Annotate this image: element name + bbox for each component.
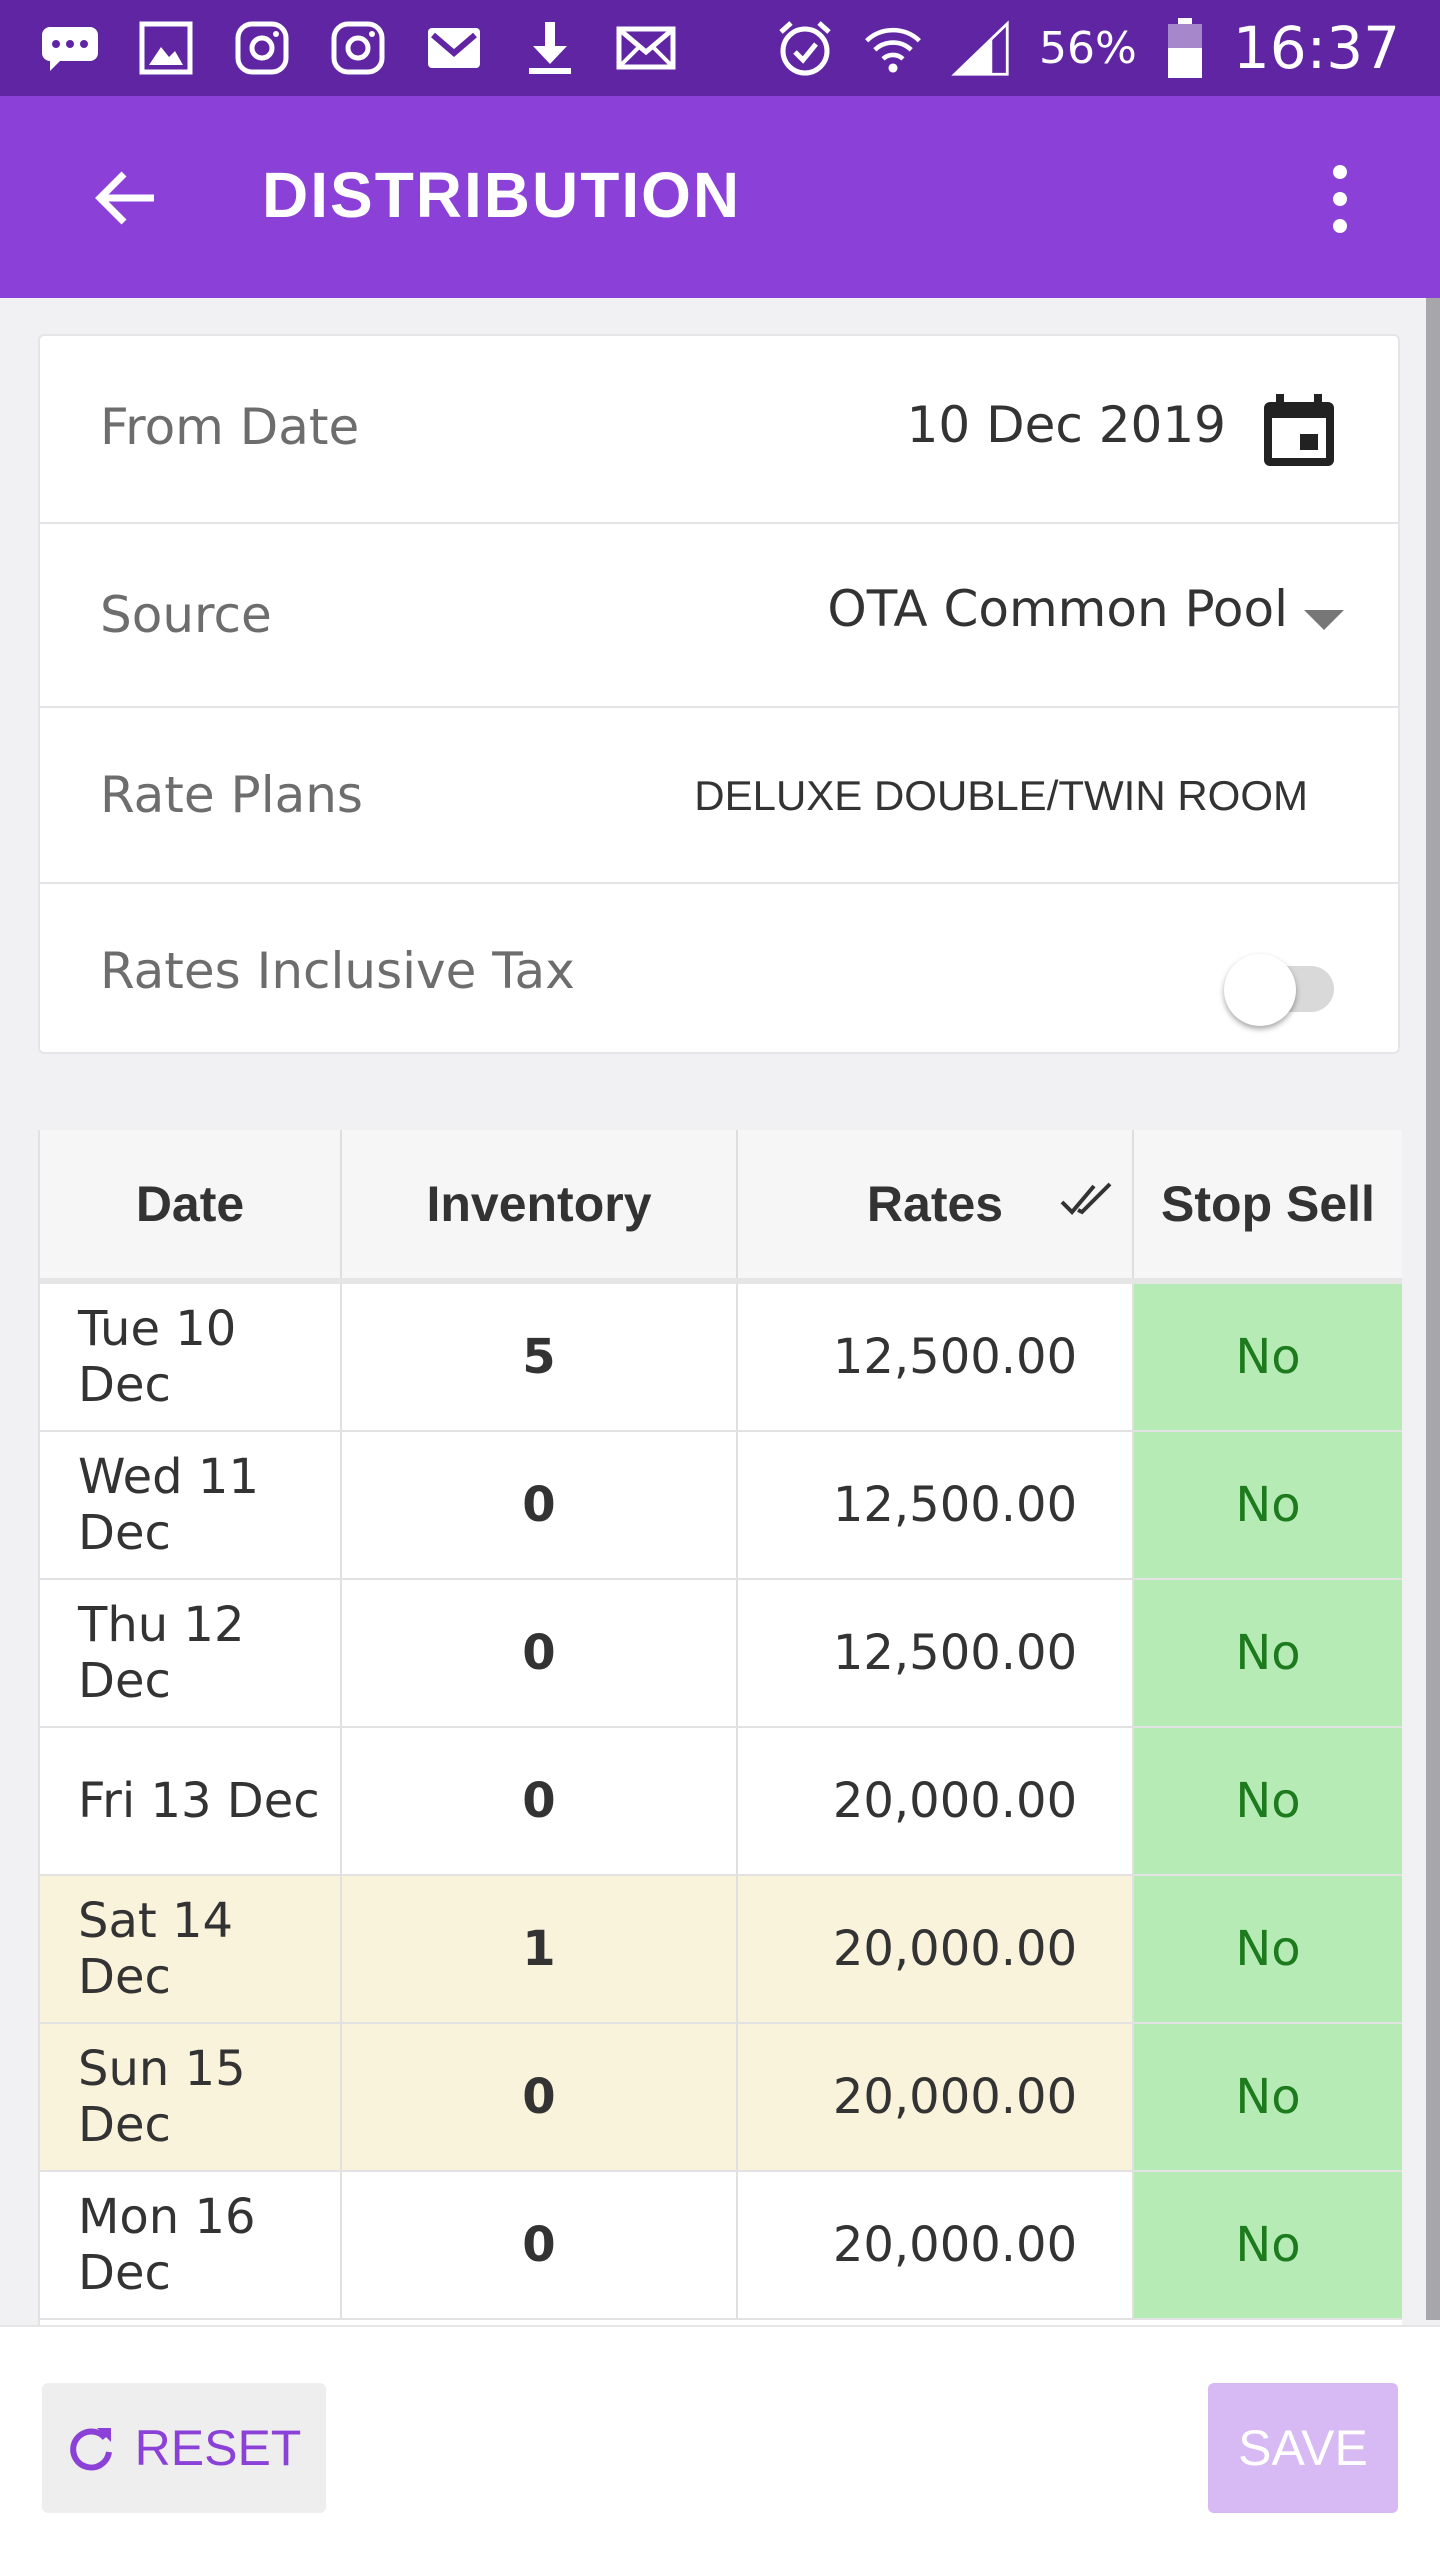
rate-plans-label: Rate Plans [100, 766, 363, 824]
rate-plans-value[interactable]: DELUXE DOUBLE/TWIN ROOM [694, 772, 1308, 819]
header-rates-label: Rates [866, 1176, 1004, 1232]
header-stop-sell: Stop Sell [1161, 1176, 1375, 1232]
more-vertical-icon [1333, 165, 1347, 233]
date-cell: Mon 16 Dec [40, 2172, 342, 2318]
battery-percent: 56% [1039, 22, 1137, 74]
back-button[interactable] [84, 156, 168, 240]
table-row: Wed 11 Dec 0 12,500.00 No [40, 1432, 1402, 1580]
inventory-cell[interactable]: 0 [342, 1432, 738, 1578]
date-cell: Sun 15 Dec [40, 2024, 342, 2170]
date-cell: Wed 11 Dec [40, 1432, 342, 1578]
date-cell: Sat 14 Dec [40, 1876, 342, 2022]
refresh-icon [69, 2428, 112, 2471]
table-row: Sat 14 Dec 1 20,000.00 No [40, 1876, 1402, 2024]
save-button[interactable]: SAVE [1208, 2383, 1398, 2513]
notification-icons [40, 18, 676, 78]
table-row: Fri 13 Dec 0 20,000.00 No [40, 1728, 1402, 1876]
download-icon [520, 18, 580, 78]
instagram-icon [328, 18, 388, 78]
stop-sell-cell[interactable]: No [1134, 2024, 1402, 2170]
rate-cell[interactable]: 20,000.00 [738, 1728, 1134, 1874]
rates-inclusive-tax-toggle[interactable] [1224, 944, 1334, 1026]
source-label: Source [100, 586, 272, 644]
arrow-left-icon [95, 171, 154, 225]
table-row: Thu 12 Dec 0 12,500.00 No [40, 1580, 1402, 1728]
instagram-icon [232, 18, 292, 78]
battery-icon [1165, 18, 1205, 78]
toggle-knob [1224, 954, 1296, 1026]
calendar-icon[interactable] [1260, 392, 1338, 470]
rate-plans-row[interactable]: Rate Plans DELUXE DOUBLE/TWIN ROOM [40, 708, 1398, 884]
inventory-cell[interactable]: 0 [342, 1580, 738, 1726]
rate-cell[interactable]: 20,000.00 [738, 2172, 1134, 2318]
double-check-icon[interactable] [1060, 1180, 1114, 1220]
date-cell: Thu 12 Dec [40, 1580, 342, 1726]
rate-cell[interactable]: 20,000.00 [738, 2024, 1134, 2170]
stop-sell-cell[interactable]: No [1134, 1284, 1402, 1430]
alarm-icon [775, 18, 835, 78]
scrollbar[interactable] [1426, 298, 1440, 2320]
stop-sell-cell[interactable]: No [1134, 1580, 1402, 1726]
distribution-grid: Date Inventory Rates Stop Sell Tue 10 De… [38, 1130, 1402, 2325]
rate-cell[interactable]: 20,000.00 [738, 1876, 1134, 2022]
image-icon [136, 18, 196, 78]
caret-down-icon[interactable] [1304, 610, 1344, 630]
source-row[interactable]: Source OTA Common Pool [40, 524, 1398, 708]
reset-button[interactable]: RESET [42, 2383, 326, 2513]
stop-sell-cell[interactable]: No [1134, 1876, 1402, 2022]
rates-inclusive-tax-label: Rates Inclusive Tax [100, 942, 575, 1000]
inventory-cell[interactable]: 0 [342, 2024, 738, 2170]
from-date-row[interactable]: From Date 10 Dec 2019 [40, 336, 1398, 524]
system-status: 56% 16:37 [775, 0, 1400, 96]
chat-icon [40, 18, 100, 78]
table-row: Sun 15 Dec 0 20,000.00 No [40, 2024, 1402, 2172]
mail-icon [616, 18, 676, 78]
date-cell: Tue 10 Dec [40, 1284, 342, 1430]
header-inventory: Inventory [342, 1130, 738, 1278]
header-rates: Rates [738, 1130, 1134, 1278]
page-title: DISTRIBUTION [262, 159, 742, 231]
rates-inclusive-tax-row: Rates Inclusive Tax [40, 884, 1398, 1054]
table-row: Mon 16 Dec 0 20,000.00 No [40, 2172, 1402, 2320]
rate-cell[interactable]: 12,500.00 [738, 1432, 1134, 1578]
clock: 16:37 [1232, 14, 1400, 82]
table-row: Tue 10 Dec 5 12,500.00 No [40, 1284, 1402, 1432]
inventory-cell[interactable]: 0 [342, 2172, 738, 2318]
status-bar: 56% 16:37 [0, 0, 1440, 96]
inventory-cell[interactable]: 5 [342, 1284, 738, 1430]
distribution-settings-card: From Date 10 Dec 2019 Source OTA Common … [38, 334, 1400, 1054]
date-cell: Fri 13 Dec [40, 1728, 342, 1874]
overflow-menu-button[interactable] [1300, 154, 1380, 244]
reset-label: RESET [134, 2420, 302, 2476]
stop-sell-cell[interactable]: No [1134, 1432, 1402, 1578]
signal-icon [951, 18, 1011, 78]
gmail-icon [424, 18, 484, 78]
from-date-label: From Date [100, 398, 360, 456]
inventory-cell[interactable]: 1 [342, 1876, 738, 2022]
rate-cell[interactable]: 12,500.00 [738, 1580, 1134, 1726]
rate-cell[interactable]: 12,500.00 [738, 1284, 1134, 1430]
source-dropdown[interactable]: OTA Common Pool [827, 580, 1288, 638]
grid-header: Date Inventory Rates Stop Sell [40, 1130, 1402, 1284]
inventory-cell[interactable]: 0 [342, 1728, 738, 1874]
from-date-value[interactable]: 10 Dec 2019 [906, 396, 1226, 454]
wifi-icon [863, 18, 923, 78]
stop-sell-cell[interactable]: No [1134, 1728, 1402, 1874]
stop-sell-cell[interactable]: No [1134, 2172, 1402, 2318]
bottom-action-bar: RESET SAVE [0, 2325, 1440, 2562]
header-date: Date [40, 1130, 342, 1278]
app-bar: DISTRIBUTION [0, 96, 1440, 298]
